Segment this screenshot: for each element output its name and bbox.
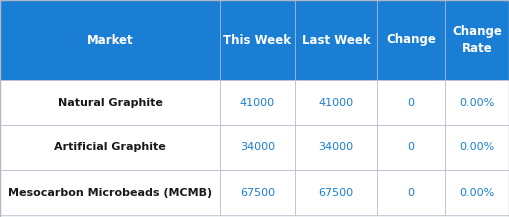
Bar <box>377 80 445 125</box>
Text: 0.00%: 0.00% <box>460 143 495 153</box>
Text: Last Week: Last Week <box>302 33 371 46</box>
Bar <box>445 125 509 170</box>
Bar <box>295 170 377 215</box>
Text: 0.00%: 0.00% <box>460 187 495 197</box>
Text: 67500: 67500 <box>240 187 275 197</box>
Text: 0.00%: 0.00% <box>460 97 495 107</box>
Text: Natural Graphite: Natural Graphite <box>58 97 162 107</box>
Bar <box>377 0 445 80</box>
Text: 0: 0 <box>408 187 414 197</box>
Text: Mesocarbon Microbeads (MCMB): Mesocarbon Microbeads (MCMB) <box>8 187 212 197</box>
Bar <box>377 125 445 170</box>
Bar <box>295 0 377 80</box>
Text: 41000: 41000 <box>319 97 354 107</box>
Text: 0: 0 <box>408 97 414 107</box>
Text: This Week: This Week <box>223 33 292 46</box>
Bar <box>0 170 220 215</box>
Text: Artificial Graphite: Artificial Graphite <box>54 143 166 153</box>
Text: Market: Market <box>87 33 133 46</box>
Text: 41000: 41000 <box>240 97 275 107</box>
Text: Change: Change <box>386 33 436 46</box>
Bar <box>445 170 509 215</box>
Bar <box>220 0 295 80</box>
Bar <box>445 0 509 80</box>
Bar <box>295 80 377 125</box>
Bar <box>445 80 509 125</box>
Text: Change
Rate: Change Rate <box>452 25 502 55</box>
Text: 67500: 67500 <box>319 187 354 197</box>
Text: 34000: 34000 <box>240 143 275 153</box>
Bar <box>295 125 377 170</box>
Bar <box>377 170 445 215</box>
Bar <box>220 80 295 125</box>
Bar <box>220 170 295 215</box>
Bar <box>0 80 220 125</box>
Text: 34000: 34000 <box>319 143 354 153</box>
Bar <box>220 125 295 170</box>
Bar <box>0 0 220 80</box>
Bar <box>0 125 220 170</box>
Text: 0: 0 <box>408 143 414 153</box>
